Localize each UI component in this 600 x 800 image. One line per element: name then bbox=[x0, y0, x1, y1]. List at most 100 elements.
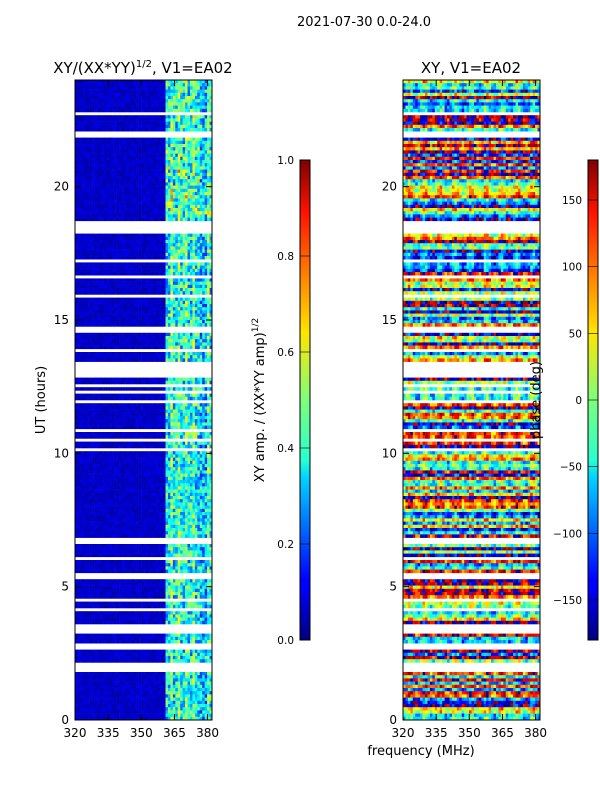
heatmap-cell bbox=[75, 92, 78, 97]
heatmap-cell bbox=[133, 128, 137, 132]
heatmap-cell bbox=[175, 89, 179, 94]
heatmap-cell bbox=[180, 144, 183, 148]
heatmap-cell bbox=[150, 246, 154, 250]
heatmap-cell bbox=[145, 332, 149, 337]
heatmap-cell bbox=[165, 422, 169, 426]
heatmap-cell bbox=[126, 102, 130, 106]
heatmap-cell bbox=[158, 358, 161, 362]
heatmap-cell bbox=[111, 166, 115, 170]
heatmap-cell bbox=[165, 233, 169, 238]
heatmap-cell bbox=[207, 396, 210, 401]
heatmap-cell bbox=[150, 92, 154, 97]
heatmap-cell bbox=[128, 358, 132, 362]
heatmap-cell bbox=[207, 137, 210, 142]
heatmap-cell bbox=[182, 192, 186, 196]
heatmap-cell bbox=[99, 320, 103, 324]
heatmap-cell bbox=[182, 185, 186, 190]
heatmap-cell bbox=[141, 182, 144, 186]
heatmap-cell bbox=[111, 336, 115, 340]
heatmap-cell bbox=[192, 403, 196, 407]
heatmap-cell bbox=[133, 150, 137, 154]
heatmap-cell bbox=[111, 268, 115, 273]
heatmap-cell bbox=[197, 201, 201, 206]
heatmap-cell bbox=[133, 118, 137, 122]
heatmap-cell bbox=[94, 163, 98, 167]
heatmap-cell bbox=[145, 380, 149, 385]
heatmap-cell bbox=[101, 156, 105, 161]
heatmap-cell bbox=[77, 352, 81, 356]
heatmap-cell bbox=[84, 121, 88, 126]
heatmap-cell bbox=[77, 92, 81, 97]
heatmap-cell bbox=[79, 204, 83, 209]
heatmap-cell bbox=[116, 377, 120, 382]
heatmap-cell bbox=[114, 256, 117, 260]
heatmap-cell bbox=[180, 387, 183, 391]
heatmap-cell bbox=[199, 425, 203, 430]
heatmap-cell bbox=[101, 403, 105, 407]
heatmap-cell bbox=[148, 412, 152, 417]
heatmap-cell bbox=[182, 403, 186, 407]
heatmap-cell bbox=[141, 396, 144, 401]
heatmap-cell bbox=[101, 153, 105, 158]
heatmap-cell bbox=[185, 252, 188, 257]
heatmap-cell bbox=[202, 179, 205, 183]
heatmap-cell bbox=[84, 80, 88, 84]
heatmap-cell bbox=[101, 137, 105, 142]
heatmap-cell bbox=[106, 268, 110, 273]
heatmap-cell bbox=[207, 108, 210, 113]
heatmap-cell bbox=[202, 320, 205, 324]
heatmap-cell bbox=[155, 307, 159, 311]
heatmap-cell bbox=[160, 313, 164, 318]
heatmap-cell bbox=[143, 182, 147, 186]
heatmap-cell bbox=[199, 137, 203, 142]
heatmap-cell bbox=[170, 268, 174, 273]
heatmap-cell bbox=[145, 403, 149, 407]
heatmap-cell bbox=[131, 144, 135, 148]
heatmap-cell bbox=[99, 243, 103, 247]
heatmap-cell bbox=[136, 233, 139, 238]
heatmap-cell bbox=[123, 425, 127, 430]
heatmap-cell bbox=[101, 313, 105, 318]
heatmap-cell bbox=[163, 99, 166, 103]
heatmap-cell bbox=[207, 246, 210, 250]
heatmap-cell bbox=[194, 201, 198, 206]
heatmap-cell bbox=[182, 169, 186, 174]
heatmap-cell bbox=[172, 425, 176, 430]
heatmap-cell bbox=[79, 214, 83, 218]
heatmap-cell bbox=[150, 268, 154, 273]
heatmap-cell bbox=[202, 342, 205, 346]
heatmap-cell bbox=[194, 150, 198, 154]
heatmap-cell bbox=[84, 432, 88, 436]
heatmap-cell bbox=[77, 156, 81, 161]
heatmap-cell bbox=[138, 380, 142, 385]
heatmap-cell bbox=[136, 297, 139, 302]
heatmap-cell bbox=[180, 284, 183, 289]
heatmap-cell bbox=[148, 265, 152, 270]
heatmap-cell bbox=[194, 182, 198, 186]
heatmap-cell bbox=[155, 121, 159, 126]
heatmap-cell bbox=[114, 268, 117, 273]
heatmap-cell bbox=[170, 153, 174, 158]
heatmap-cell bbox=[150, 297, 154, 302]
heatmap-cell bbox=[97, 211, 100, 215]
heatmap-cell bbox=[99, 419, 103, 423]
heatmap-cell bbox=[138, 217, 142, 222]
heatmap-cell bbox=[79, 166, 83, 170]
heatmap-cell bbox=[189, 96, 193, 100]
heatmap-cell bbox=[106, 92, 110, 97]
heatmap-cell bbox=[185, 320, 188, 324]
heatmap-cell bbox=[189, 310, 193, 314]
heatmap-cell bbox=[194, 140, 198, 145]
heatmap-cell bbox=[133, 304, 137, 308]
heatmap-cell bbox=[123, 160, 127, 164]
heatmap-cell bbox=[82, 332, 86, 337]
heatmap-cell bbox=[197, 128, 201, 132]
heatmap-cell bbox=[126, 316, 130, 321]
heatmap-cell bbox=[97, 99, 100, 103]
heatmap-cell bbox=[185, 380, 188, 385]
heatmap-cell bbox=[202, 380, 205, 385]
heatmap-cell bbox=[123, 291, 127, 295]
heatmap-cell bbox=[133, 214, 137, 218]
heatmap-cell bbox=[197, 188, 201, 193]
heatmap-cell bbox=[155, 342, 159, 346]
